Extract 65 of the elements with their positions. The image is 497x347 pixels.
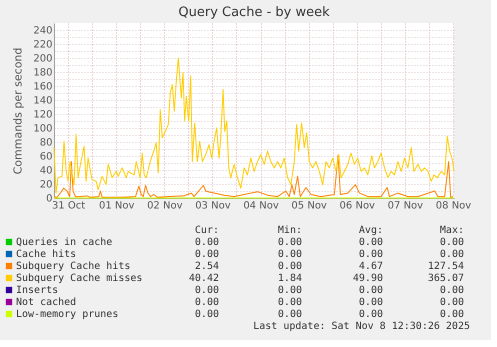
legend-label: Queries in cache <box>16 237 112 248</box>
x-tick-label: 03 Nov <box>195 200 231 212</box>
text: 365.07 <box>428 273 464 284</box>
text: 0.00 <box>278 237 302 248</box>
text: 0.00 <box>194 309 219 320</box>
text: 0.00 <box>194 249 219 260</box>
legend-label: Inserts <box>16 285 58 296</box>
text: 0.00 <box>194 297 219 308</box>
text: 0.00 <box>440 297 464 308</box>
text: 1.84 <box>278 273 302 284</box>
text: Min: <box>278 225 302 236</box>
y-axis-title: Commands per second <box>11 48 24 174</box>
y-tick-label: 80 <box>40 138 52 148</box>
x-tick-label: 01 Nov <box>98 200 134 212</box>
y-tick-label: 180 <box>33 68 52 78</box>
y-tick-label: 220 <box>33 40 52 50</box>
x-tick-label: 04 Nov <box>243 200 279 212</box>
x-tick-label: 31 Oct <box>52 200 86 212</box>
chart-title: Query Cache - by week <box>178 5 330 20</box>
text: 40.42 <box>188 273 219 284</box>
y-tick-label: 140 <box>33 96 52 106</box>
x-tick-label: 05 Nov <box>291 200 327 212</box>
legend-label: Subquery Cache misses <box>16 273 142 284</box>
text: 127.54 <box>428 261 464 272</box>
y-tick-label: 20 <box>40 180 52 190</box>
text: Cur: <box>194 225 219 236</box>
text: 2.54 <box>194 261 219 272</box>
text: 0.00 <box>440 309 464 320</box>
legend-label: Cache hits <box>16 249 76 260</box>
y-tick-label: 200 <box>33 54 52 64</box>
x-tick-label: 02 Nov <box>147 200 183 212</box>
text: 0.00 <box>440 285 464 296</box>
text: Last update: Sat Nov 8 12:30:26 2025 <box>253 321 470 332</box>
text: Avg: <box>358 225 383 236</box>
y-tick-label: 60 <box>40 152 52 162</box>
text: 49.90 <box>352 273 383 284</box>
y-tick-label: 240 <box>33 26 52 36</box>
text: 0.00 <box>358 297 383 308</box>
text: Max: <box>440 225 464 236</box>
text: 0.00 <box>358 249 383 260</box>
text: 0.00 <box>358 237 383 248</box>
text: 0.00 <box>278 261 302 272</box>
text: 0.00 <box>194 285 219 296</box>
legend-label: Low-memory prunes <box>16 309 118 320</box>
x-tick-label: 08 Nov <box>436 200 472 212</box>
text: 0.00 <box>194 237 219 248</box>
y-tick-label: 160 <box>33 82 52 92</box>
text: 0.00 <box>278 285 302 296</box>
legend-label: Not cached <box>16 297 76 308</box>
line-series <box>54 58 454 194</box>
text: 0.00 <box>278 249 302 260</box>
text: 0.00 <box>358 309 383 320</box>
x-tick-label: 07 Nov <box>388 200 424 212</box>
x-tick-label: 06 Nov <box>340 200 376 212</box>
y-tick-label: 100 <box>33 124 52 134</box>
y-tick-label: 120 <box>33 110 52 120</box>
text: 4.67 <box>358 261 383 272</box>
legend-label: Subquery Cache hits <box>16 261 130 272</box>
y-tick-label: 0 <box>46 194 52 204</box>
text: 0.00 <box>440 249 464 260</box>
text: 0.00 <box>440 237 464 248</box>
y-tick-label: 40 <box>40 166 52 176</box>
text: 0.00 <box>358 285 383 296</box>
text: 0.00 <box>278 297 302 308</box>
text: 0.00 <box>278 309 302 320</box>
